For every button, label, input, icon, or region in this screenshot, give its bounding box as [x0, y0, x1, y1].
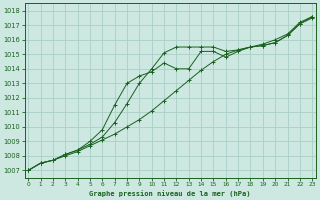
X-axis label: Graphe pression niveau de la mer (hPa): Graphe pression niveau de la mer (hPa)	[90, 190, 251, 197]
